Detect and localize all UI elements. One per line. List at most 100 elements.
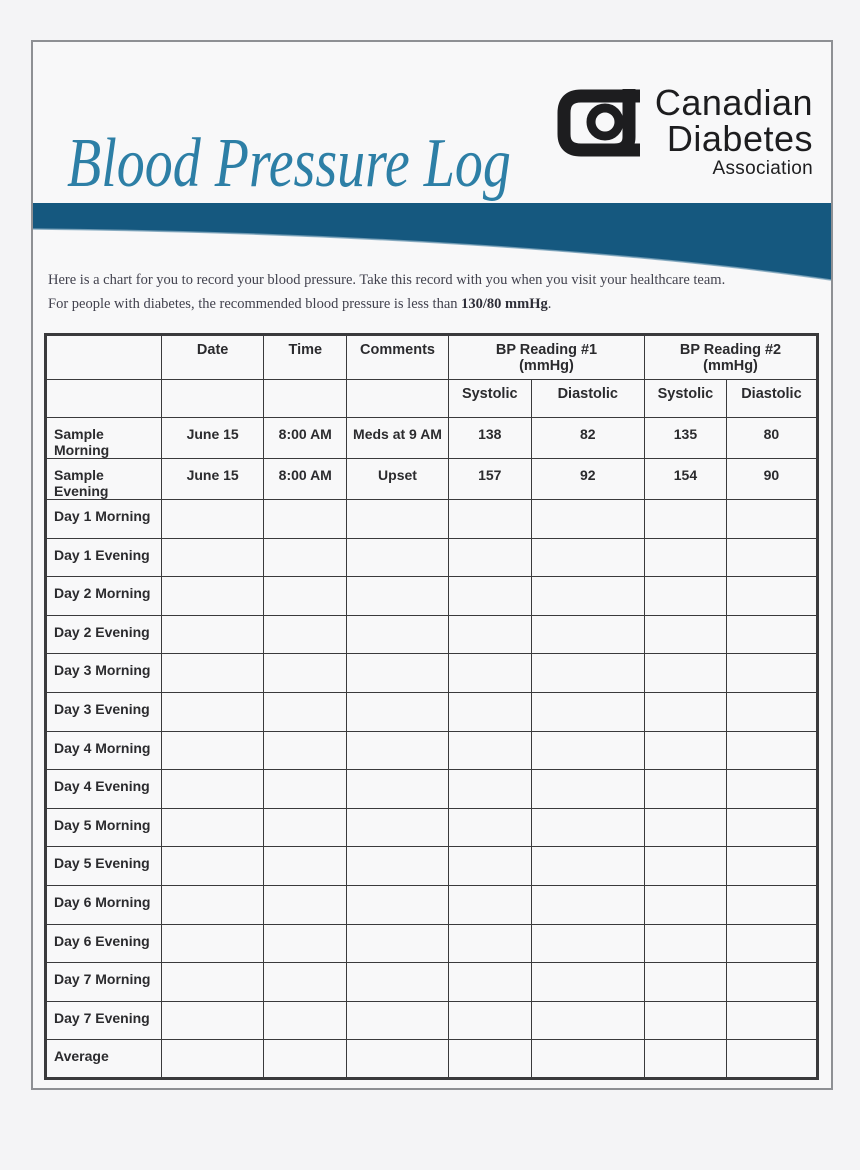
page-title: Blood Pressure Log xyxy=(67,125,511,202)
date-cell xyxy=(160,769,265,809)
table-row: Day 3 Morning xyxy=(45,653,819,693)
systolic-2-cell: 135 xyxy=(644,417,727,459)
systolic-1-cell xyxy=(447,653,532,693)
systolic-2-cell xyxy=(644,499,727,539)
systolic-2-cell xyxy=(644,537,727,578)
diastolic-2-cell xyxy=(725,499,819,539)
bp1-unit: (mmHg) xyxy=(519,358,574,374)
row-label-cell: Day 7 Morning xyxy=(45,962,162,1002)
table-row: Average xyxy=(45,1039,819,1079)
diastolic-2-cell xyxy=(725,1000,819,1041)
systolic-1-cell: 157 xyxy=(447,458,532,500)
comments-cell xyxy=(346,884,449,925)
col-header-systolic-1: Systolic xyxy=(447,379,532,418)
comments-cell xyxy=(346,499,449,539)
date-cell xyxy=(160,884,265,925)
table-row: Day 3 Evening xyxy=(45,691,819,732)
comments-cell xyxy=(346,769,449,809)
comments-cell xyxy=(346,653,449,693)
table-row: Sample Evening June 15 8:00 AM Upset 157… xyxy=(45,458,819,500)
table-row: Day 1 Morning xyxy=(45,499,819,539)
date-cell xyxy=(160,923,265,964)
systolic-2-cell xyxy=(644,846,727,886)
diastolic-1-cell xyxy=(530,1000,646,1041)
systolic-2-cell xyxy=(644,1000,727,1041)
bp-log-table: Date Time Comments BP Reading #1 (mmHg) … xyxy=(44,333,819,1080)
comments-cell xyxy=(346,730,449,771)
col-header-time: Time xyxy=(263,334,348,380)
intro-line-2-suffix: . xyxy=(547,296,552,312)
systolic-2-cell xyxy=(644,653,727,693)
comments-cell xyxy=(346,1039,449,1079)
systolic-1-cell xyxy=(447,1039,532,1079)
time-cell xyxy=(263,1000,348,1041)
time-cell xyxy=(263,884,348,925)
diastolic-2-cell xyxy=(725,691,819,732)
time-cell xyxy=(263,769,348,809)
systolic-2-cell xyxy=(644,769,727,809)
systolic-1-cell xyxy=(447,923,532,964)
diastolic-2-cell xyxy=(725,884,819,925)
date-cell xyxy=(160,576,265,616)
comments-cell xyxy=(346,962,449,1002)
comments-cell xyxy=(346,537,449,578)
systolic-2-cell xyxy=(644,576,727,616)
row-label-cell: Sample Morning xyxy=(45,417,162,459)
table-row: Day 6 Evening xyxy=(45,923,819,964)
comments-cell: Upset xyxy=(346,458,449,500)
time-cell xyxy=(263,807,348,848)
systolic-2-cell xyxy=(644,614,727,655)
table-header: Date Time Comments BP Reading #1 (mmHg) … xyxy=(45,334,819,418)
row-label-cell: Day 3 Morning xyxy=(45,653,162,693)
header-empty-cell xyxy=(45,379,162,418)
diastolic-2-cell xyxy=(725,923,819,964)
header-empty-cell xyxy=(346,379,449,418)
col-header-date: Date xyxy=(160,334,265,380)
comments-cell xyxy=(346,691,449,732)
systolic-2-cell: 154 xyxy=(644,458,727,500)
table-row: Day 7 Morning xyxy=(45,962,819,1002)
document-page: Blood Pressure Log Canadian Diabetes Ass… xyxy=(31,40,833,1090)
intro-line-1: Here is a chart for you to record your b… xyxy=(48,272,726,288)
systolic-2-cell xyxy=(644,884,727,925)
date-cell xyxy=(160,1039,265,1079)
systolic-1-cell xyxy=(447,962,532,1002)
row-label-cell: Day 1 Morning xyxy=(45,499,162,539)
systolic-1-cell xyxy=(447,691,532,732)
diastolic-2-cell xyxy=(725,614,819,655)
header-empty-cell xyxy=(160,379,265,418)
logo-word-diabetes: Diabetes xyxy=(666,118,813,159)
time-cell: 8:00 AM xyxy=(263,417,348,459)
diastolic-2-cell xyxy=(725,653,819,693)
diastolic-1-cell: 92 xyxy=(530,458,646,500)
col-header-diastolic-2: Diastolic xyxy=(725,379,819,418)
time-cell xyxy=(263,653,348,693)
systolic-1-cell: 138 xyxy=(447,417,532,459)
time-cell xyxy=(263,576,348,616)
systolic-2-cell xyxy=(644,807,727,848)
diastolic-2-cell xyxy=(725,1039,819,1079)
date-cell xyxy=(160,807,265,848)
time-cell xyxy=(263,846,348,886)
row-label-cell: Day 2 Evening xyxy=(45,614,162,655)
diastolic-2-cell: 80 xyxy=(725,417,819,459)
date-cell xyxy=(160,537,265,578)
systolic-1-cell xyxy=(447,537,532,578)
row-label-cell: Average xyxy=(45,1039,162,1079)
date-cell xyxy=(160,1000,265,1041)
row-label-cell: Day 6 Morning xyxy=(45,884,162,925)
time-cell xyxy=(263,537,348,578)
cda-monogram-icon xyxy=(557,89,640,157)
bp2-label: BP Reading #2 xyxy=(679,342,782,358)
diastolic-1-cell: 82 xyxy=(530,417,646,459)
diastolic-1-cell xyxy=(530,769,646,809)
row-label-cell: Day 2 Morning xyxy=(45,576,162,616)
table-row: Day 7 Evening xyxy=(45,1000,819,1041)
diastolic-1-cell xyxy=(530,846,646,886)
table-row: Day 2 Evening xyxy=(45,614,819,655)
intro-line-2-prefix: For people with diabetes, the recommende… xyxy=(48,296,462,312)
systolic-1-cell xyxy=(447,499,532,539)
cda-logo: Canadian Diabetes Association xyxy=(556,85,813,181)
diastolic-2-cell xyxy=(725,769,819,809)
systolic-1-cell xyxy=(447,884,532,925)
